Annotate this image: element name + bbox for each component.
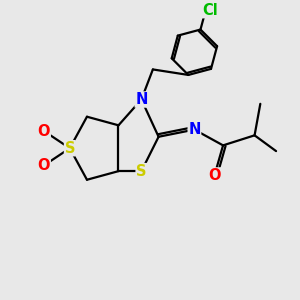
Text: O: O [38,124,50,139]
Text: N: N [135,92,148,107]
Text: O: O [38,158,50,173]
Text: O: O [208,168,221,183]
Text: S: S [136,164,147,179]
Text: Cl: Cl [202,3,218,18]
Text: N: N [188,122,201,137]
Text: S: S [64,141,75,156]
